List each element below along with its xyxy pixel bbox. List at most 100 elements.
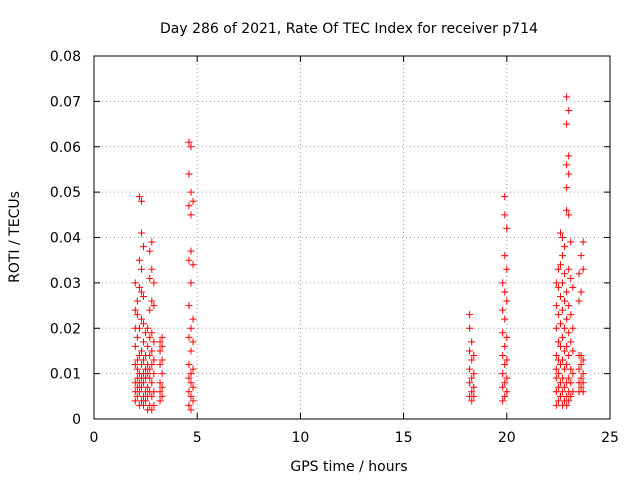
data-point: [499, 279, 507, 287]
data-point: [187, 188, 195, 196]
data-point: [499, 397, 507, 405]
data-point: [565, 374, 573, 382]
data-point: [133, 365, 141, 373]
data-point: [131, 361, 139, 369]
data-point: [468, 338, 476, 346]
y-tick-label: 0.03: [50, 276, 81, 292]
data-point: [148, 379, 156, 387]
data-point: [501, 288, 509, 296]
data-point: [156, 388, 164, 396]
data-point: [137, 265, 145, 273]
data-point: [187, 379, 195, 387]
data-point: [503, 333, 511, 341]
data-point: [501, 392, 509, 400]
data-point: [187, 347, 195, 355]
data-point: [158, 383, 166, 391]
data-point: [148, 329, 156, 337]
data-point: [150, 356, 158, 364]
data-point: [468, 397, 476, 405]
data-point: [135, 351, 143, 359]
data-point: [567, 392, 575, 400]
data-point: [140, 401, 148, 409]
data-point: [559, 388, 567, 396]
data-point: [187, 392, 195, 400]
data-point: [552, 351, 560, 359]
data-point: [577, 351, 585, 359]
data-point: [554, 283, 562, 291]
data-point: [565, 152, 573, 160]
data-point: [567, 338, 575, 346]
data-point: [150, 302, 158, 310]
data-point: [148, 238, 156, 246]
data-point: [556, 320, 564, 328]
data-point: [187, 247, 195, 255]
data-point: [569, 347, 577, 355]
data-point: [567, 379, 575, 387]
data-point: [470, 392, 478, 400]
data-point: [144, 383, 152, 391]
data-point: [563, 206, 571, 214]
data-point: [156, 347, 164, 355]
data-point: [501, 379, 509, 387]
data-point: [563, 342, 571, 350]
data-point: [466, 365, 474, 373]
grid-lines: [94, 56, 610, 419]
data-point: [552, 374, 560, 382]
x-tick-label: 5: [193, 430, 202, 446]
data-point: [503, 265, 511, 273]
data-point: [142, 329, 150, 337]
data-point: [565, 351, 573, 359]
data-point: [499, 383, 507, 391]
data-point: [579, 356, 587, 364]
data-point: [503, 224, 511, 232]
data-point: [577, 288, 585, 296]
data-point: [556, 379, 564, 387]
data-point: [158, 342, 166, 350]
data-point: [137, 347, 145, 355]
data-point: [552, 388, 560, 396]
data-point: [565, 397, 573, 405]
axis-ticks: [93, 55, 611, 420]
data-point: [146, 247, 154, 255]
data-point: [189, 197, 197, 205]
data-point: [185, 333, 193, 341]
data-point: [569, 283, 577, 291]
data-point: [185, 374, 193, 382]
x-tick-label: 20: [498, 430, 516, 446]
data-point: [499, 329, 507, 337]
data-point: [148, 265, 156, 273]
data-point: [561, 243, 569, 251]
data-point: [565, 170, 573, 178]
data-point: [561, 297, 569, 305]
data-point: [579, 388, 587, 396]
data-point: [575, 270, 583, 278]
data-point: [501, 315, 509, 323]
data-point: [561, 270, 569, 278]
data-point: [150, 338, 158, 346]
data-point: [140, 320, 148, 328]
data-point: [501, 252, 509, 260]
data-point: [140, 243, 148, 251]
y-tick-label: 0.05: [50, 185, 81, 201]
data-point: [552, 401, 560, 409]
data-point: [185, 138, 193, 146]
x-tick-label: 10: [291, 430, 309, 446]
data-point: [565, 106, 573, 114]
data-point: [150, 279, 158, 287]
data-point: [559, 252, 567, 260]
data-point: [579, 238, 587, 246]
data-point: [575, 297, 583, 305]
data-point: [579, 379, 587, 387]
data-point: [185, 361, 193, 369]
data-point: [554, 265, 562, 273]
data-point: [503, 297, 511, 305]
data-point: [561, 365, 569, 373]
data-point: [133, 356, 141, 364]
data-point: [189, 383, 197, 391]
data-point: [187, 370, 195, 378]
data-point: [156, 397, 164, 405]
data-point: [501, 361, 509, 369]
data-point: [561, 347, 569, 355]
data-point: [559, 234, 567, 241]
data-point: [563, 93, 571, 101]
